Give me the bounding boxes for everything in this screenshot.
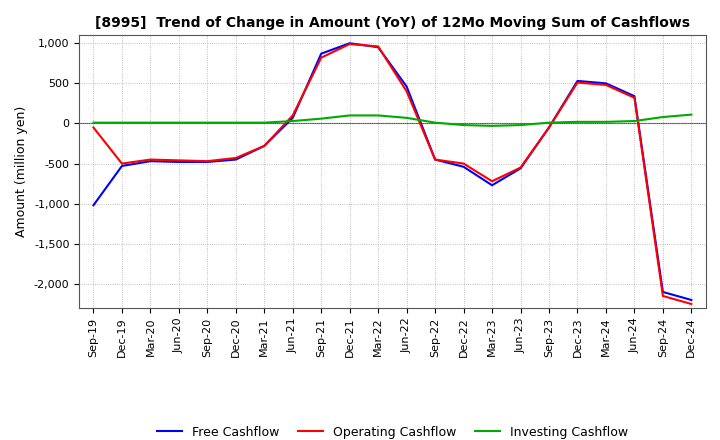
Investing Cashflow: [630, 118, 639, 124]
Free Cashflow: [659, 290, 667, 295]
Investing Cashflow: [687, 112, 696, 117]
Operating Cashflow: [687, 301, 696, 307]
Investing Cashflow: [289, 118, 297, 124]
Investing Cashflow: [203, 120, 212, 125]
Operating Cashflow: [232, 155, 240, 161]
Free Cashflow: [174, 159, 183, 165]
Operating Cashflow: [117, 161, 126, 166]
Operating Cashflow: [487, 179, 496, 184]
Operating Cashflow: [630, 95, 639, 100]
Free Cashflow: [545, 125, 554, 130]
Free Cashflow: [203, 159, 212, 165]
Investing Cashflow: [89, 120, 98, 125]
Operating Cashflow: [431, 157, 439, 162]
Investing Cashflow: [516, 122, 525, 128]
Operating Cashflow: [89, 125, 98, 130]
Free Cashflow: [260, 143, 269, 149]
Title: [8995]  Trend of Change in Amount (YoY) of 12Mo Moving Sum of Cashflows: [8995] Trend of Change in Amount (YoY) o…: [95, 16, 690, 30]
Investing Cashflow: [146, 120, 155, 125]
Investing Cashflow: [317, 116, 325, 121]
Operating Cashflow: [346, 41, 354, 47]
Free Cashflow: [630, 94, 639, 99]
Free Cashflow: [687, 297, 696, 303]
Operating Cashflow: [203, 158, 212, 164]
Operating Cashflow: [516, 165, 525, 170]
Operating Cashflow: [659, 293, 667, 299]
Free Cashflow: [402, 84, 411, 89]
Free Cashflow: [431, 157, 439, 162]
Line: Free Cashflow: Free Cashflow: [94, 43, 691, 300]
Operating Cashflow: [174, 158, 183, 163]
Free Cashflow: [487, 183, 496, 188]
Investing Cashflow: [459, 122, 468, 128]
Free Cashflow: [573, 78, 582, 84]
Free Cashflow: [146, 158, 155, 164]
Free Cashflow: [89, 203, 98, 208]
Investing Cashflow: [117, 120, 126, 125]
Investing Cashflow: [545, 120, 554, 125]
Investing Cashflow: [174, 120, 183, 125]
Operating Cashflow: [545, 125, 554, 130]
Investing Cashflow: [260, 120, 269, 125]
Free Cashflow: [317, 51, 325, 56]
Investing Cashflow: [346, 113, 354, 118]
Operating Cashflow: [317, 55, 325, 60]
Operating Cashflow: [402, 89, 411, 94]
Investing Cashflow: [602, 119, 611, 125]
Free Cashflow: [374, 44, 382, 50]
Operating Cashflow: [573, 80, 582, 85]
Operating Cashflow: [289, 113, 297, 118]
Free Cashflow: [289, 115, 297, 121]
Free Cashflow: [232, 157, 240, 162]
Free Cashflow: [516, 166, 525, 171]
Investing Cashflow: [374, 113, 382, 118]
Investing Cashflow: [659, 114, 667, 120]
Free Cashflow: [346, 40, 354, 46]
Investing Cashflow: [487, 123, 496, 128]
Investing Cashflow: [232, 120, 240, 125]
Line: Operating Cashflow: Operating Cashflow: [94, 44, 691, 304]
Legend: Free Cashflow, Operating Cashflow, Investing Cashflow: Free Cashflow, Operating Cashflow, Inves…: [152, 421, 633, 440]
Operating Cashflow: [146, 157, 155, 162]
Investing Cashflow: [402, 115, 411, 121]
Free Cashflow: [602, 81, 611, 86]
Y-axis label: Amount (million yen): Amount (million yen): [15, 106, 28, 237]
Operating Cashflow: [374, 44, 382, 49]
Operating Cashflow: [260, 143, 269, 149]
Free Cashflow: [117, 163, 126, 169]
Operating Cashflow: [602, 82, 611, 88]
Investing Cashflow: [431, 120, 439, 125]
Free Cashflow: [459, 164, 468, 169]
Line: Investing Cashflow: Investing Cashflow: [94, 115, 691, 126]
Operating Cashflow: [459, 161, 468, 166]
Investing Cashflow: [573, 119, 582, 125]
